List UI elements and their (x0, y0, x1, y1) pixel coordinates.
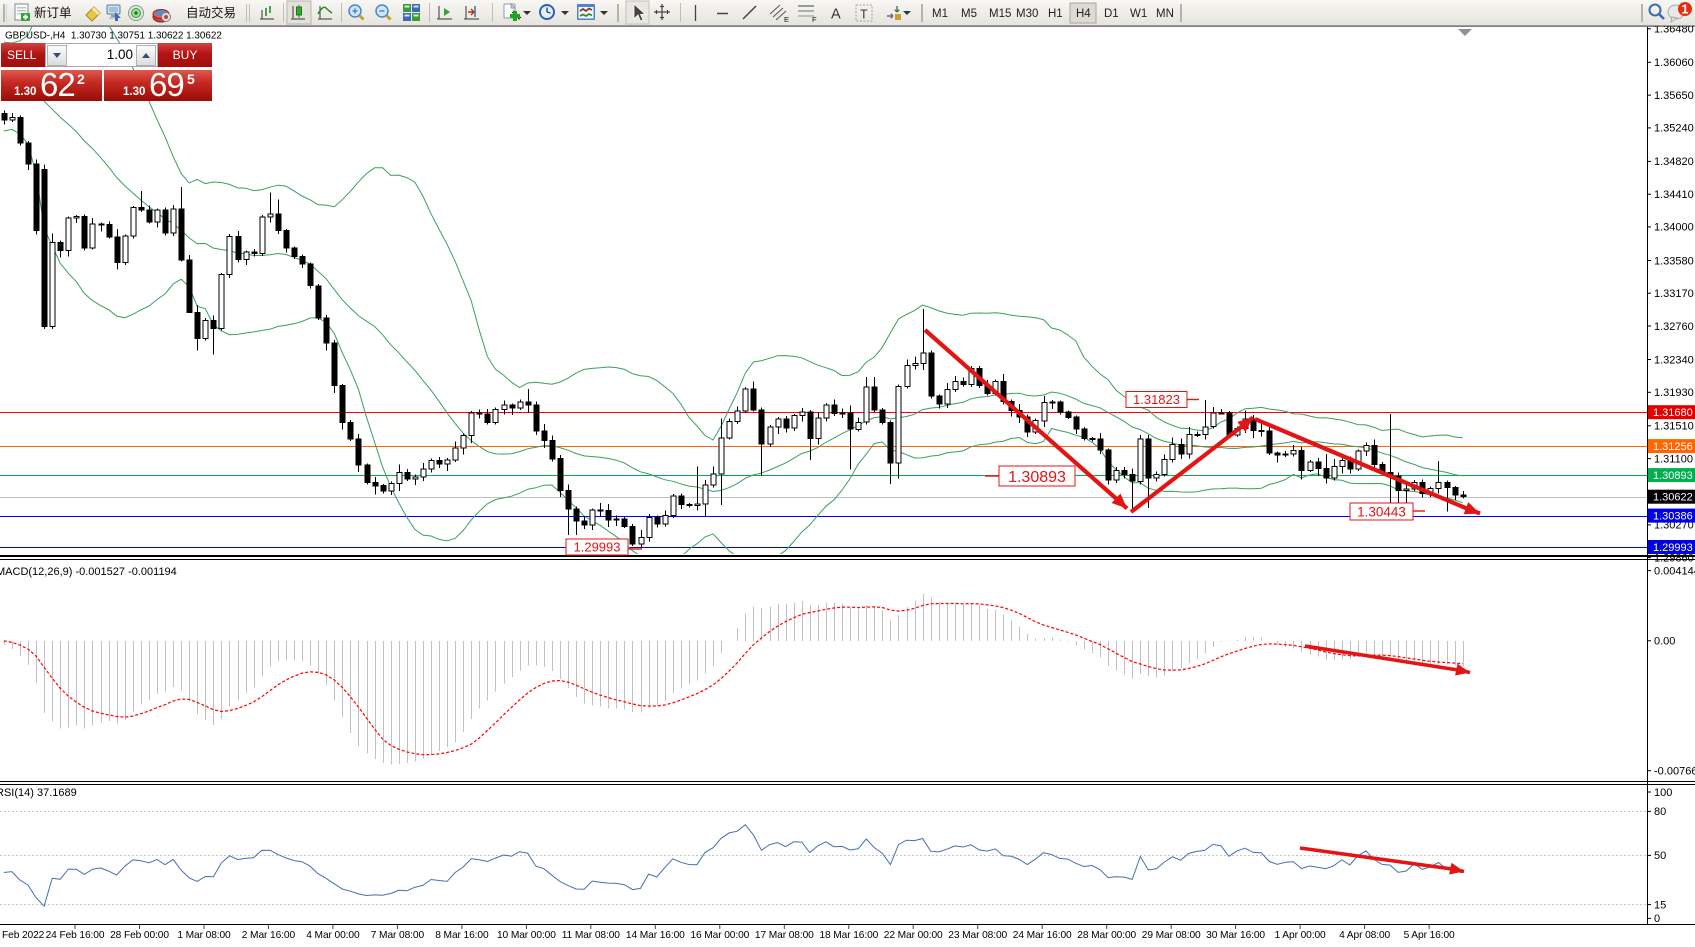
svg-text:H4: H4 (1076, 8, 1091, 20)
svg-text:自动交易: 自动交易 (186, 5, 236, 20)
svg-text:A: A (831, 7, 841, 23)
svg-text:1.33170: 1.33170 (1654, 288, 1694, 300)
svg-text:24 Feb 16:00: 24 Feb 16:00 (46, 930, 105, 941)
svg-text:GBPUSD-,H4 1.30730 1.30751 1.: GBPUSD-,H4 1.30730 1.30751 1.30622 1.306… (5, 31, 222, 42)
svg-text:1.31680: 1.31680 (1653, 407, 1693, 419)
svg-text:1.30386: 1.30386 (1653, 510, 1693, 522)
svg-text:MN: MN (1156, 8, 1174, 20)
svg-text:1.29993: 1.29993 (574, 540, 621, 555)
svg-text:-0.007664: -0.007664 (1654, 766, 1695, 778)
svg-text:22 Mar 00:00: 22 Mar 00:00 (884, 930, 943, 941)
svg-text:0: 0 (1654, 913, 1660, 925)
svg-text:1.36060: 1.36060 (1654, 57, 1694, 69)
svg-text:16 Mar 00:00: 16 Mar 00:00 (690, 930, 749, 941)
svg-text:1.34410: 1.34410 (1654, 189, 1694, 201)
svg-text:RSI(14) 37.1689: RSI(14) 37.1689 (0, 787, 77, 799)
svg-text:M15: M15 (989, 8, 1011, 20)
svg-text:24 Mar 16:00: 24 Mar 16:00 (1013, 930, 1072, 941)
svg-text:28 Mar 00:00: 28 Mar 00:00 (1077, 930, 1136, 941)
svg-text:14 Mar 16:00: 14 Mar 16:00 (626, 930, 685, 941)
svg-text:1: 1 (1682, 3, 1689, 17)
svg-text:1.29993: 1.29993 (1653, 542, 1693, 554)
svg-text:W1: W1 (1130, 8, 1147, 20)
svg-text:E: E (784, 15, 789, 24)
svg-text:1.30443: 1.30443 (1357, 504, 1406, 519)
svg-text:1.30270: 1.30270 (1654, 520, 1694, 532)
svg-text:18 Mar 16:00: 18 Mar 16:00 (819, 930, 878, 941)
svg-text:1 Apr 00:00: 1 Apr 00:00 (1275, 930, 1326, 941)
svg-text:17 Mar 08:00: 17 Mar 08:00 (755, 930, 814, 941)
svg-text:4 Mar 00:00: 4 Mar 00:00 (306, 930, 360, 941)
svg-text:100: 100 (1654, 787, 1672, 799)
svg-text:50: 50 (1654, 850, 1666, 862)
svg-text:1.32340: 1.32340 (1654, 354, 1694, 366)
svg-text:1 Mar 08:00: 1 Mar 08:00 (177, 930, 231, 941)
svg-text:T: T (860, 8, 868, 22)
svg-text:M30: M30 (1016, 8, 1038, 20)
svg-text:1.36480: 1.36480 (1654, 24, 1694, 36)
svg-text:F: F (812, 15, 817, 24)
svg-text:23 Mar 08:00: 23 Mar 08:00 (948, 930, 1007, 941)
svg-text:1.30893: 1.30893 (1653, 470, 1693, 482)
svg-text:1.29860: 1.29860 (1654, 552, 1694, 564)
svg-text:11 Mar 08:00: 11 Mar 08:00 (562, 930, 621, 941)
svg-text:1.31100: 1.31100 (1654, 453, 1693, 465)
svg-text:M1: M1 (932, 8, 948, 20)
svg-text:Feb 2022: Feb 2022 (2, 930, 45, 941)
svg-text:1.31930: 1.31930 (1654, 387, 1694, 399)
svg-text:1.35240: 1.35240 (1654, 123, 1694, 135)
svg-text:1.33580: 1.33580 (1654, 255, 1694, 267)
svg-text:M5: M5 (961, 8, 977, 20)
svg-text:28 Feb 00:00: 28 Feb 00:00 (110, 930, 169, 941)
svg-text:4 Apr 08:00: 4 Apr 08:00 (1339, 930, 1390, 941)
svg-text:7 Mar 08:00: 7 Mar 08:00 (371, 930, 425, 941)
svg-text:1.31823: 1.31823 (1133, 392, 1180, 407)
svg-text:1.30622: 1.30622 (1653, 492, 1693, 504)
svg-text:30 Mar 16:00: 30 Mar 16:00 (1206, 930, 1265, 941)
svg-text:2 Mar 16:00: 2 Mar 16:00 (242, 930, 296, 941)
svg-text:0.004144: 0.004144 (1654, 565, 1695, 577)
svg-text:新订单: 新订单 (34, 5, 72, 20)
svg-text:8 Mar 16:00: 8 Mar 16:00 (435, 930, 489, 941)
svg-text:1.34000: 1.34000 (1654, 222, 1694, 234)
svg-text:0.00: 0.00 (1654, 636, 1675, 648)
svg-text:29 Mar 08:00: 29 Mar 08:00 (1142, 930, 1201, 941)
svg-text:MACD(12,26,9) -0.001527 -0.001: MACD(12,26,9) -0.001527 -0.001194 (0, 566, 177, 578)
svg-text:1.32760: 1.32760 (1654, 321, 1694, 333)
svg-text:80: 80 (1654, 806, 1666, 818)
svg-text:1.34820: 1.34820 (1654, 156, 1694, 168)
svg-text:D1: D1 (1104, 8, 1119, 20)
svg-text:10 Mar 00:00: 10 Mar 00:00 (497, 930, 556, 941)
svg-text:H1: H1 (1048, 8, 1063, 20)
svg-text:1.30893: 1.30893 (1008, 469, 1066, 486)
svg-text:1.35650: 1.35650 (1654, 90, 1694, 102)
svg-text:15: 15 (1654, 899, 1666, 911)
svg-text:1.31510: 1.31510 (1654, 421, 1694, 433)
svg-text:5 Apr 16:00: 5 Apr 16:00 (1404, 930, 1455, 941)
svg-text:1.31256: 1.31256 (1653, 441, 1693, 453)
